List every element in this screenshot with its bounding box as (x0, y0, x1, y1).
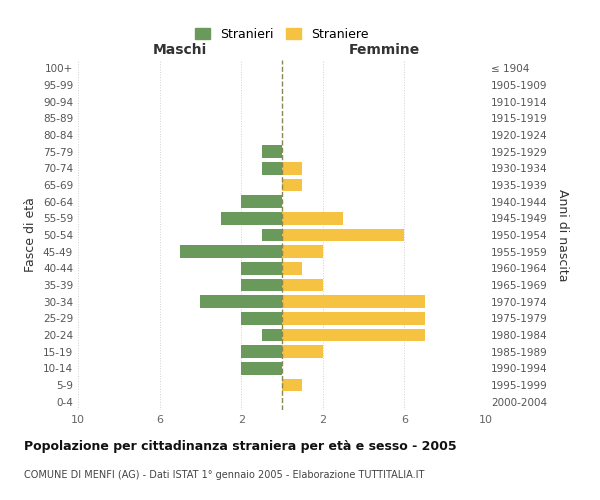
Text: Popolazione per cittadinanza straniera per età e sesso - 2005: Popolazione per cittadinanza straniera p… (24, 440, 457, 453)
Bar (282, 246, 323, 258)
Bar (282, 346, 323, 358)
Bar (282, 212, 343, 224)
Text: Femmine: Femmine (349, 42, 419, 56)
Bar (282, 179, 302, 192)
Bar (241, 312, 282, 324)
Bar (262, 329, 282, 341)
Bar (262, 162, 282, 174)
Bar (180, 246, 282, 258)
Bar (200, 296, 282, 308)
Bar (241, 362, 282, 374)
Legend: Stranieri, Straniere: Stranieri, Straniere (191, 24, 373, 45)
Text: COMUNE DI MENFI (AG) - Dati ISTAT 1° gennaio 2005 - Elaborazione TUTTITALIA.IT: COMUNE DI MENFI (AG) - Dati ISTAT 1° gen… (24, 470, 424, 480)
Bar (282, 229, 404, 241)
Text: Maschi: Maschi (153, 42, 207, 56)
Bar (282, 329, 425, 341)
Bar (282, 279, 323, 291)
Y-axis label: Anni di nascita: Anni di nascita (556, 188, 569, 281)
Bar (241, 279, 282, 291)
Bar (262, 229, 282, 241)
Bar (282, 162, 302, 174)
Bar (221, 212, 282, 224)
Bar (282, 379, 302, 391)
Bar (241, 262, 282, 274)
Bar (282, 296, 425, 308)
Bar (262, 146, 282, 158)
Bar (282, 312, 425, 324)
Bar (241, 346, 282, 358)
Bar (241, 196, 282, 208)
Y-axis label: Fasce di età: Fasce di età (25, 198, 37, 272)
Bar (282, 262, 302, 274)
